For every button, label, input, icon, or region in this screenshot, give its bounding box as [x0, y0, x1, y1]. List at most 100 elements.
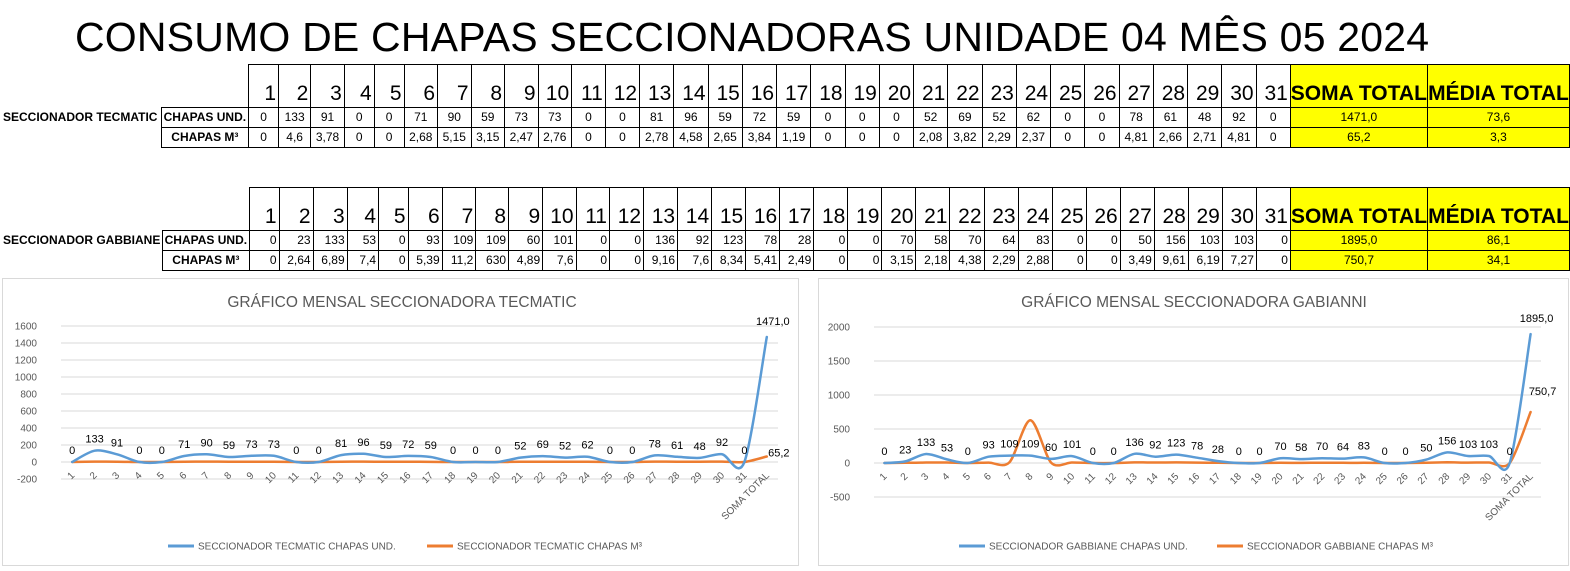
y-tick-label: 1400 [15, 339, 38, 350]
machine-label-empty [0, 128, 161, 148]
day-value-cell: 2,29 [983, 250, 1019, 271]
day-value-cell: 2,65 [707, 127, 743, 148]
day-value-cell: 71 [403, 107, 438, 128]
day-header-row: 1 2 3 4 5 6 7 8 9 10 11 12 13 14 15 16 17 18 19 20 21 22 23 24 2… [0, 187, 1570, 231]
day-header: 4 [343, 64, 375, 108]
day-value-cell: 0 [810, 127, 846, 148]
data-label: 0 [69, 445, 75, 457]
x-tick-label: 12 [1103, 471, 1119, 487]
day-value-cell: 48 [1187, 107, 1223, 128]
day-header: 1 [249, 187, 280, 231]
day-value-cell: 0 [1050, 107, 1086, 128]
chart-title: GRÁFICO MENSAL SECCIONADORA GABIANNI [1021, 294, 1367, 311]
media-total-cell: 73,6 [1426, 107, 1570, 128]
day-header: 5 [373, 64, 405, 108]
day-header: 16 [741, 64, 778, 108]
day-value-cell: 58 [915, 230, 951, 251]
day-value-cell: 0 [373, 107, 405, 128]
x-tick-label: 20 [487, 470, 503, 486]
x-tick-label: 11 [1083, 471, 1098, 486]
series-line [883, 332, 1532, 472]
day-value-cell: 0 [1085, 250, 1121, 271]
table-row: CHAPAS M³ 0 2,64 6,89 7,4 0 5,39 11,2 630 4,89 7,6… [0, 250, 1570, 271]
day-header: 12 [604, 64, 641, 108]
data-label: 0 [1111, 446, 1117, 458]
day-value-cell: 59 [776, 107, 812, 128]
x-tick-label: 17 [1207, 471, 1223, 487]
day-value-cell: 630 [475, 250, 510, 271]
day-value-cell: 4,81 [1221, 127, 1257, 148]
x-tick-label: 29 [689, 470, 705, 486]
day-value-cell: 3,78 [310, 127, 345, 148]
day-value-cell: 2,64 [278, 250, 314, 271]
data-label: 0 [607, 445, 613, 457]
x-tick-label: 23 [1332, 471, 1348, 487]
data-label: 0 [316, 445, 322, 457]
day-value-cell: 92 [1221, 107, 1257, 128]
y-tick-label: 2000 [828, 323, 851, 334]
day-value-cell: 3,84 [741, 127, 778, 148]
data-label: 750,7 [1529, 386, 1557, 398]
x-tick-label: 22 [1312, 471, 1328, 487]
day-value-cell: 0 [571, 127, 606, 148]
day-value-cell: 91 [310, 107, 345, 128]
day-value-cell: 2,29 [981, 127, 1017, 148]
day-value-cell: 2,49 [779, 250, 815, 271]
x-tick-label: 27 [644, 470, 660, 486]
day-value-cell: 4,89 [508, 250, 544, 271]
day-value-cell: 0 [847, 230, 883, 251]
day-header: 7 [437, 64, 472, 108]
day-header: 29 [1187, 187, 1223, 231]
day-value-cell: 103 [1221, 230, 1257, 251]
table-row: CHAPAS M³ 0 4,6 3,78 0 0 2,68 5,15 3,15 2,47 2,76 0… [0, 127, 1570, 148]
x-tick-label: 2 [899, 471, 911, 483]
day-value-cell: 0 [1085, 230, 1121, 251]
day-header: 23 [981, 64, 1017, 108]
x-tick-label: 12 [308, 470, 324, 486]
row-label: CHAPAS M³ [160, 127, 250, 148]
data-label: 59 [425, 440, 437, 452]
day-value-cell: 23 [278, 230, 314, 251]
tecmatic-chart: GRÁFICO MENSAL SECCIONADORA TECMATIC 1600… [2, 278, 799, 566]
day-value-cell: 0 [575, 250, 611, 271]
data-label: 0 [472, 445, 478, 457]
day-header: 3 [312, 187, 348, 231]
data-label: 23 [899, 444, 911, 456]
data-label: 1471,0 [756, 316, 790, 328]
day-header: 18 [810, 64, 846, 108]
day-header: 8 [470, 64, 505, 108]
y-tick-label: 500 [833, 425, 850, 436]
day-header: 24 [1015, 64, 1052, 108]
y-tick-label: 1600 [15, 322, 38, 333]
day-value-cell: 2,88 [1017, 250, 1053, 271]
y-tick-label: -500 [830, 493, 850, 504]
day-value-cell: 0 [1255, 107, 1291, 128]
series-line [70, 455, 769, 464]
day-header: 28 [1153, 187, 1189, 231]
day-value-cell: 9,16 [643, 250, 679, 271]
data-label: 83 [1358, 440, 1370, 452]
x-tick-label: 3 [110, 470, 122, 482]
x-tick-label: 6 [982, 471, 994, 483]
day-value-cell: 11,2 [441, 250, 477, 271]
data-label: 0 [136, 445, 142, 457]
day-value-cell: 59 [470, 107, 505, 128]
x-tick-label: 1 [878, 471, 890, 483]
day-header: 24 [1017, 187, 1053, 231]
y-tick-label: 0 [844, 459, 850, 470]
x-tick-label: 10 [1061, 471, 1077, 487]
x-tick-label: 24 [577, 470, 593, 486]
day-value-cell: 81 [639, 107, 675, 128]
x-tick-label: 13 [1124, 471, 1140, 487]
day-value-cell: 2,78 [639, 127, 675, 148]
data-label: 73 [268, 439, 280, 451]
day-header: 9 [504, 64, 539, 108]
day-value-cell: 52 [913, 107, 949, 128]
data-label: 92 [1149, 440, 1161, 452]
day-value-cell: 123 [711, 230, 747, 251]
day-value-cell: 2,37 [1015, 127, 1052, 148]
day-value-cell: 73 [537, 107, 573, 128]
data-label: 48 [693, 441, 705, 453]
data-label: 1895,0 [1520, 313, 1554, 325]
day-header: 19 [847, 187, 883, 231]
